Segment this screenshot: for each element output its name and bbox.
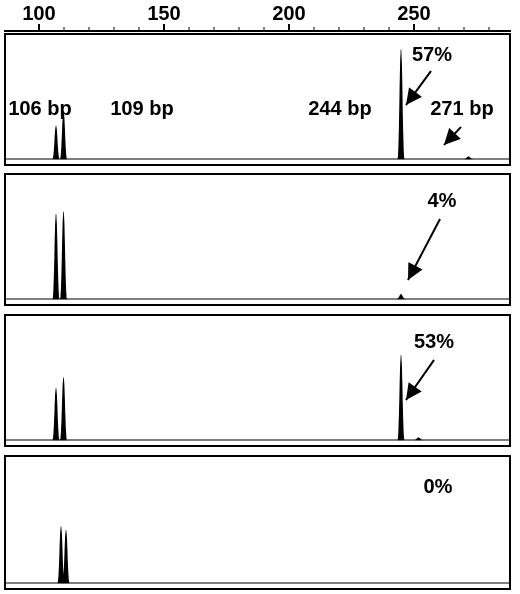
peak [52,387,60,441]
annotation-arrow [407,218,441,281]
percent-label: 53% [414,331,454,353]
annotation-arrow [405,70,432,106]
x-tick-label: 150 [147,3,180,25]
chromatogram-panel-4: 0% [4,455,511,590]
percent-label: 4% [428,190,457,212]
peak [59,111,68,160]
x-axis: 100 150 200 250 [4,3,511,32]
peak-label: 109 bp [110,98,173,120]
peak [57,526,65,584]
annotation-arrow [405,359,435,401]
chromatogram-panel-3: 53% [4,314,511,447]
peak [464,156,473,160]
x-tick-label: 250 [397,3,430,25]
peak [52,213,60,300]
peak [59,377,68,441]
peak [52,125,60,160]
peak [396,293,406,300]
peak-label: 106 bp [8,98,71,120]
peak-label: 271 bp [430,98,493,120]
chromatogram-panel-1: 57% 106 bp 109 bp 244 bp 271 bp [4,33,511,166]
x-tick-label: 100 [22,3,55,25]
peak-label: 244 bp [308,98,371,120]
percent-label: 0% [424,476,453,498]
percent-label: 57% [412,44,452,66]
annotation-arrow [443,126,462,146]
peak [59,211,68,300]
chromatogram-panel-2: 4% [4,173,511,306]
x-tick-label: 200 [272,3,305,25]
peak [62,529,70,584]
peak [414,437,423,441]
peak [397,48,405,160]
peak [397,354,405,441]
